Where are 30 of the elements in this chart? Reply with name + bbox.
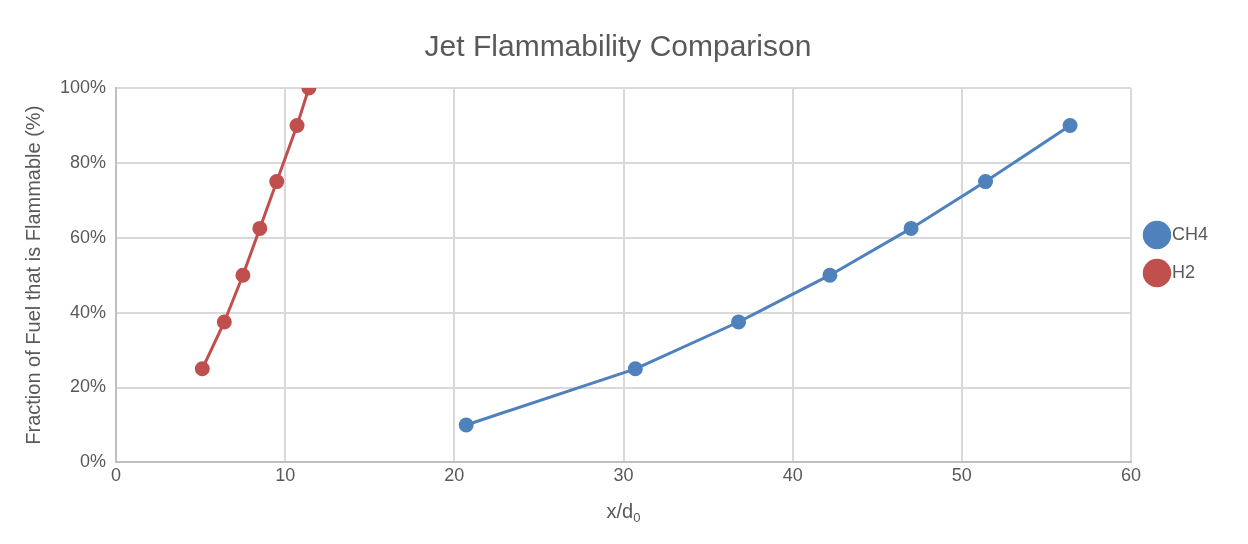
- point: [235, 267, 251, 283]
- point: [978, 174, 994, 190]
- y-tick-label: 40%: [70, 301, 107, 322]
- x-tick-label: 50: [951, 465, 972, 486]
- x-tick-label: 0: [111, 465, 122, 486]
- legend-label: H2: [1171, 261, 1196, 282]
- point: [216, 314, 232, 330]
- legend-label: CH4: [1171, 223, 1209, 244]
- point: [731, 314, 747, 330]
- point: [252, 220, 268, 236]
- y-tick-label: 100%: [59, 76, 107, 97]
- y-tick-label: 20%: [70, 376, 107, 397]
- point: [1062, 117, 1078, 133]
- point: [903, 220, 919, 236]
- point: [822, 267, 838, 283]
- chart-title: Jet Flammability Comparison: [424, 29, 812, 63]
- x-tick-label: 30: [613, 465, 634, 486]
- point: [194, 361, 210, 377]
- y-axis-title: Fraction of Fuel that is Flammable (%): [21, 105, 44, 445]
- x-tick-label: 10: [275, 465, 296, 486]
- point: [627, 361, 643, 377]
- x-tick-label: 60: [1120, 465, 1142, 486]
- y-tick-label: 80%: [70, 151, 107, 172]
- point: [269, 174, 285, 190]
- x-tick-label: 40: [782, 465, 803, 486]
- y-tick-label: 0%: [80, 451, 107, 472]
- x-tick-label: 20: [444, 465, 465, 486]
- y-tick-label: 60%: [70, 226, 107, 247]
- point: [289, 117, 305, 133]
- point: [458, 417, 474, 433]
